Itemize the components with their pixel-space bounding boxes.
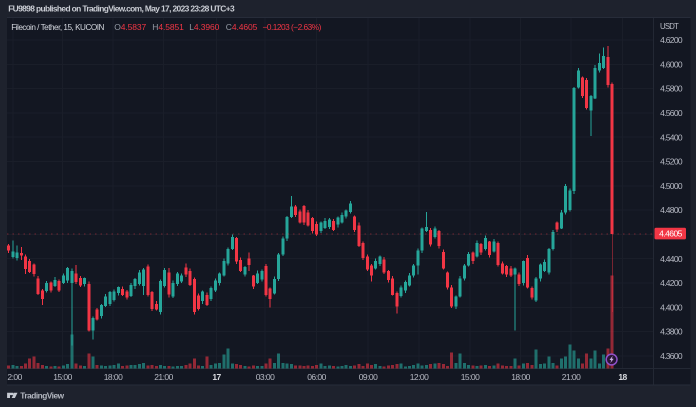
svg-text:09:00: 09:00 [359, 372, 378, 382]
svg-text:4.4800: 4.4800 [660, 205, 683, 215]
svg-text:03:00: 03:00 [256, 372, 275, 382]
svg-text:21:00: 21:00 [154, 372, 173, 382]
svg-text:4.5200: 4.5200 [660, 157, 683, 167]
svg-text:15:00: 15:00 [461, 372, 480, 382]
svg-text:2:00: 2:00 [7, 372, 22, 382]
svg-text:21:00: 21:00 [562, 372, 581, 382]
svg-text:18:00: 18:00 [104, 372, 123, 382]
svg-text:18: 18 [618, 372, 627, 382]
svg-text:4.5600: 4.5600 [660, 108, 683, 118]
svg-text:Filecoin / Tether, 15, KUCOIN: Filecoin / Tether, 15, KUCOIN [11, 23, 104, 32]
svg-text:4.3800: 4.3800 [660, 327, 683, 337]
svg-text:O4.5837: O4.5837 [114, 22, 146, 32]
svg-text:4.6200: 4.6200 [660, 35, 683, 45]
svg-text:4.4400: 4.4400 [660, 254, 683, 264]
svg-text:4.5400: 4.5400 [660, 132, 683, 142]
svg-text:17: 17 [212, 372, 221, 382]
svg-text:4.3600: 4.3600 [660, 351, 683, 361]
svg-text:L4.3960: L4.3960 [189, 22, 219, 32]
svg-text:C4.4605: C4.4605 [226, 22, 258, 32]
svg-text:15:00: 15:00 [53, 372, 72, 382]
svg-text:TradingView: TradingView [20, 391, 64, 401]
svg-text:4.5000: 4.5000 [660, 181, 683, 191]
svg-text:4.5800: 4.5800 [660, 84, 683, 94]
svg-text:06:00: 06:00 [307, 372, 326, 382]
svg-text:4.4200: 4.4200 [660, 278, 683, 288]
svg-text:4.4605: 4.4605 [659, 229, 683, 239]
svg-text:USDT: USDT [660, 22, 679, 31]
svg-text:4.4000: 4.4000 [660, 302, 683, 312]
svg-text:4.6000: 4.6000 [660, 59, 683, 69]
svg-text:18:00: 18:00 [511, 372, 530, 382]
svg-text:−0.1203 (−2.63%): −0.1203 (−2.63%) [263, 22, 322, 32]
svg-text:12:00: 12:00 [410, 372, 429, 382]
svg-text:H4.5851: H4.5851 [152, 22, 184, 32]
svg-text:FU9898 published on TradingVie: FU9898 published on TradingView.com, May… [8, 4, 235, 14]
